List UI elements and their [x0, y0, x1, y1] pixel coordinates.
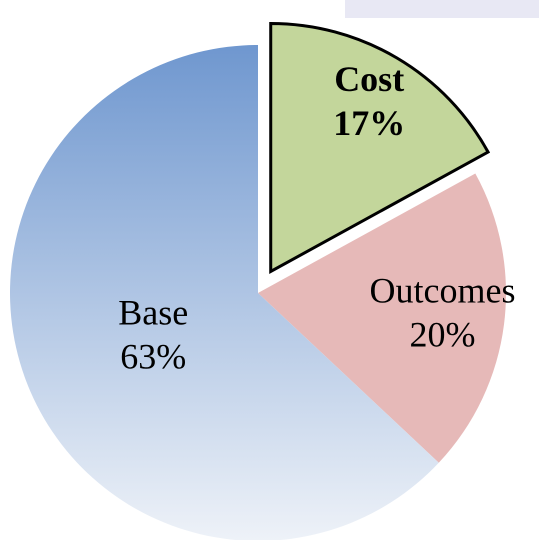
slice-value-label: 17%	[333, 103, 405, 143]
slice-value-label: 20%	[410, 315, 476, 355]
pie-slice	[10, 45, 439, 540]
slice-value-label: 63%	[120, 337, 186, 377]
pie-slice	[269, 21, 491, 275]
slice-label: Outcomes	[370, 271, 516, 311]
slice-label: Base	[118, 293, 188, 333]
background-strip	[345, 0, 539, 18]
pie-slice	[258, 173, 506, 463]
slice-label: Cost	[334, 59, 404, 99]
